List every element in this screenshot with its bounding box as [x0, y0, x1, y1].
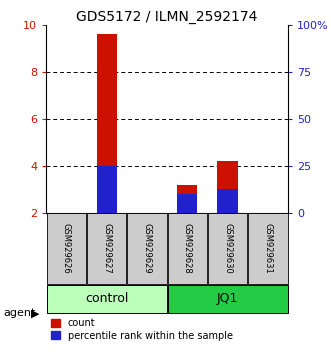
- Text: ▶: ▶: [31, 308, 40, 318]
- FancyBboxPatch shape: [87, 213, 126, 284]
- Bar: [217, 189, 238, 213]
- FancyBboxPatch shape: [127, 213, 167, 284]
- Bar: [177, 194, 197, 213]
- FancyBboxPatch shape: [167, 213, 207, 284]
- Bar: [177, 185, 197, 213]
- Text: GSM929631: GSM929631: [263, 223, 272, 274]
- Title: GDS5172 / ILMN_2592174: GDS5172 / ILMN_2592174: [76, 10, 258, 24]
- Text: GSM929630: GSM929630: [223, 223, 232, 274]
- Text: GSM929629: GSM929629: [143, 223, 152, 274]
- Bar: [97, 34, 117, 213]
- FancyBboxPatch shape: [47, 285, 167, 313]
- Bar: [217, 161, 238, 213]
- Text: agent: agent: [3, 308, 36, 318]
- FancyBboxPatch shape: [47, 213, 86, 284]
- Bar: [97, 166, 117, 213]
- FancyBboxPatch shape: [208, 213, 247, 284]
- Legend: count, percentile rank within the sample: count, percentile rank within the sample: [51, 318, 233, 341]
- FancyBboxPatch shape: [167, 285, 288, 313]
- Text: GSM929627: GSM929627: [102, 223, 111, 274]
- FancyBboxPatch shape: [248, 213, 288, 284]
- Text: JQ1: JQ1: [217, 292, 238, 305]
- Text: GSM929626: GSM929626: [62, 223, 71, 274]
- Text: GSM929628: GSM929628: [183, 223, 192, 274]
- Text: control: control: [85, 292, 128, 305]
